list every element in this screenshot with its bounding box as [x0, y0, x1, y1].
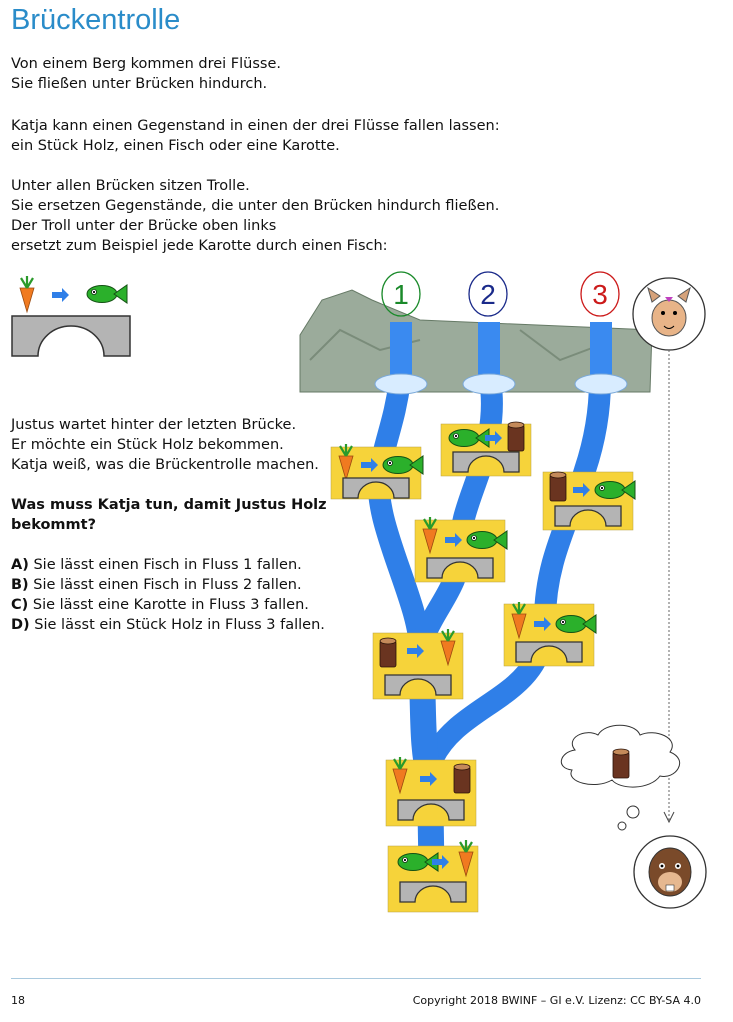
bridge-8 — [387, 838, 479, 913]
answer-a[interactable]: A) Sie lässt einen Fisch in Fluss 1 fall… — [11, 557, 302, 573]
bridge-2 — [440, 421, 532, 477]
answer-options: A) Sie lässt einen Fisch in Fluss 1 fall… — [11, 555, 325, 635]
river-illustration: 1 2 3 — [11, 271, 707, 913]
river-label-1: 1 — [393, 279, 409, 310]
answer-c[interactable]: C) Sie lässt eine Karotte in Fluss 3 fal… — [11, 597, 309, 613]
text-line: Er möchte ein Stück Holz bekommen. — [11, 437, 284, 453]
wood-icon — [453, 763, 471, 794]
arrow-icon — [52, 288, 69, 302]
katja-avatar — [632, 277, 706, 351]
text-line: ersetzt zum Beispiel jede Karotte durch … — [11, 238, 388, 254]
river-labels: 1 2 3 — [381, 271, 620, 317]
river-label-3: 3 — [592, 279, 608, 310]
waterfalls — [374, 322, 628, 395]
bridge-5 — [503, 600, 597, 667]
wood-icon — [549, 471, 567, 502]
wood-icon — [379, 637, 397, 668]
text-line: Katja weiß, was die Brückentrolle machen… — [11, 457, 319, 473]
answer-d[interactable]: D) Sie lässt ein Stück Holz in Fluss 3 f… — [11, 617, 325, 633]
bridge-1 — [330, 442, 424, 500]
intro-paragraph: Von einem Berg kommen drei Flüsse. Sie f… — [11, 54, 281, 94]
items-paragraph: Katja kann einen Gegenstand in einen der… — [11, 116, 500, 156]
justus-avatar — [633, 835, 707, 909]
thought-cloud — [561, 724, 681, 831]
text-line: bekommt? — [11, 517, 96, 533]
river-label-2: 2 — [480, 279, 496, 310]
text-line: Von einem Berg kommen drei Flüsse. — [11, 56, 281, 72]
bridge-7 — [385, 755, 477, 827]
trolls-paragraph: Unter allen Brücken sitzen Trolle. Sie e… — [11, 176, 499, 256]
text-line: Der Troll unter der Brücke oben links — [11, 218, 277, 234]
page-title: Brückentrolle — [11, 4, 181, 36]
bridge-6 — [372, 627, 464, 700]
copyright: Copyright 2018 BWINF – GI e.V. Lizenz: C… — [412, 994, 701, 1007]
answer-b[interactable]: B) Sie lässt einen Fisch in Fluss 2 fall… — [11, 577, 302, 593]
text-line: Sie ersetzen Gegenstände, die unter den … — [11, 198, 500, 214]
text-line: Sie fließen unter Brücken hindurch. — [11, 76, 268, 92]
question: Was muss Katja tun, damit Justus Holz be… — [11, 495, 327, 535]
footer-divider — [11, 978, 701, 979]
page-number: 18 — [11, 994, 25, 1007]
wood-icon — [507, 421, 525, 452]
fish-icon — [86, 284, 128, 304]
wood-icon — [612, 748, 630, 779]
text-line: ein Stück Holz, einen Fisch oder eine Ka… — [11, 138, 340, 154]
carrot-icon — [18, 274, 36, 314]
text-line: Unter allen Brücken sitzen Trolle. — [11, 178, 250, 194]
bridge-icon — [11, 315, 131, 357]
justus-paragraph: Justus wartet hinter der letzten Brücke.… — [11, 415, 319, 475]
text-line: Katja kann einen Gegenstand in einen der… — [11, 118, 500, 134]
bridge-3 — [542, 471, 636, 531]
arrow-down-icon — [663, 811, 675, 824]
example-bridge — [11, 274, 131, 357]
text-line: Justus wartet hinter der letzten Brücke. — [11, 417, 297, 433]
bridge-boxes — [330, 421, 636, 913]
bridge-4 — [414, 515, 508, 583]
text-line: Was muss Katja tun, damit Justus Holz — [11, 497, 327, 513]
